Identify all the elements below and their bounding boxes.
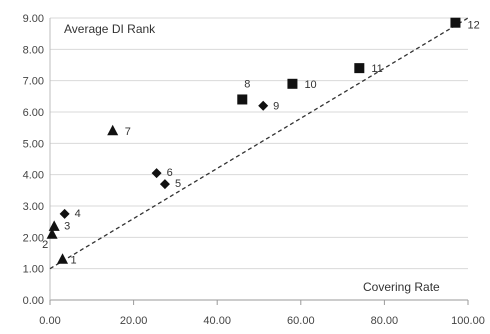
gridlines bbox=[50, 17, 468, 270]
data-point-6 bbox=[151, 168, 162, 179]
data-points bbox=[46, 17, 461, 264]
data-point-4 bbox=[59, 208, 70, 219]
axes bbox=[49, 18, 469, 305]
x-tick-20.00: 20.00 bbox=[120, 315, 148, 327]
x-tick-80.00: 80.00 bbox=[371, 315, 399, 327]
y-tick-5.00: 5.00 bbox=[23, 138, 44, 150]
y-tick-7.00: 7.00 bbox=[23, 76, 44, 88]
y-tick-9.00: 9.00 bbox=[23, 13, 44, 25]
point-label-9: 9 bbox=[273, 101, 279, 113]
y-tick-0.00: 0.00 bbox=[23, 295, 44, 307]
data-point-12 bbox=[450, 17, 461, 28]
y-tick-1.00: 1.00 bbox=[23, 264, 44, 276]
y-tick-2.00: 2.00 bbox=[23, 232, 44, 244]
point-label-3: 3 bbox=[64, 220, 70, 232]
point-label-10: 10 bbox=[304, 79, 316, 91]
point-label-4: 4 bbox=[75, 208, 81, 220]
x-tick-40.00: 40.00 bbox=[203, 315, 231, 327]
y-axis-title: Average DI Rank bbox=[64, 22, 156, 36]
data-point-8 bbox=[237, 94, 248, 105]
point-label-1: 1 bbox=[71, 254, 77, 266]
trendline-dashed bbox=[49, 17, 469, 270]
trendline bbox=[49, 17, 469, 270]
data-point-7 bbox=[107, 124, 119, 136]
point-label-2: 2 bbox=[42, 239, 48, 251]
point-label-6: 6 bbox=[167, 167, 173, 179]
point-label-8: 8 bbox=[244, 78, 250, 90]
y-tick-6.00: 6.00 bbox=[23, 107, 44, 119]
data-point-9 bbox=[258, 100, 269, 111]
y-tick-8.00: 8.00 bbox=[23, 44, 44, 56]
tick-labels: 0.00 1.00 2.00 3.00 4.00 5.00 6.00 7.00 8.00 9.00… bbox=[23, 13, 485, 327]
x-tick-60.00: 60.00 bbox=[287, 315, 315, 327]
data-point-5 bbox=[159, 179, 170, 190]
point-label-7: 7 bbox=[125, 126, 131, 138]
data-point-2 bbox=[46, 228, 58, 239]
x-tick-100.00: 100.00 bbox=[451, 315, 485, 327]
data-point-11 bbox=[354, 63, 365, 74]
point-label-5: 5 bbox=[175, 178, 181, 190]
y-tick-4.00: 4.00 bbox=[23, 170, 44, 182]
point-label-12: 12 bbox=[467, 20, 479, 32]
x-axis-title: Covering Rate bbox=[363, 280, 440, 294]
point-label-11: 11 bbox=[371, 63, 382, 75]
x-tick-0.00: 0.00 bbox=[39, 315, 60, 327]
data-point-10 bbox=[287, 78, 298, 89]
y-tick-3.00: 3.00 bbox=[23, 201, 44, 213]
data-point-3 bbox=[48, 220, 60, 231]
data-point-1 bbox=[57, 253, 69, 264]
